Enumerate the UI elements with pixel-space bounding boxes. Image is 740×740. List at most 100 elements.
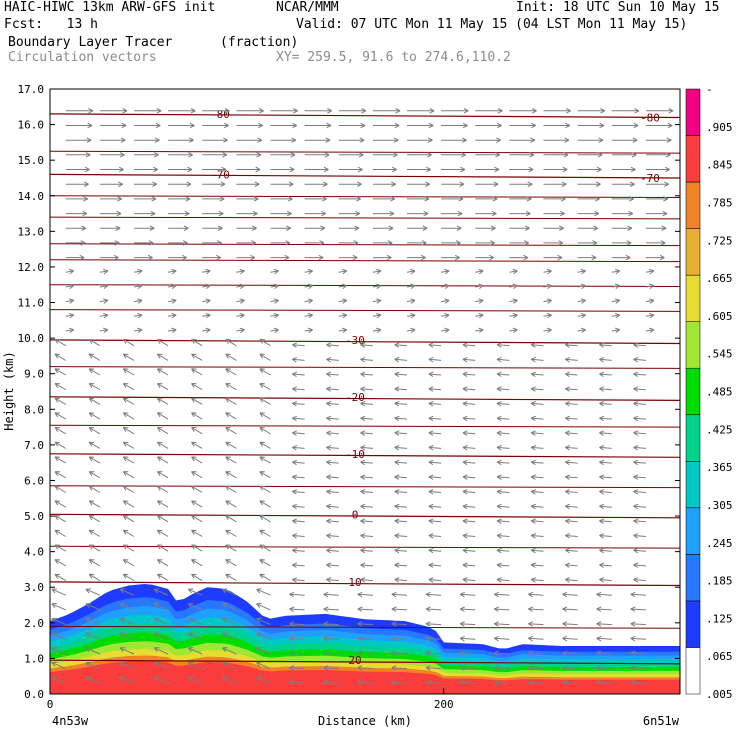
- circulation-vector: [122, 573, 135, 582]
- circulation-vector: [99, 166, 124, 173]
- isotherm-label-1: -70: [210, 168, 230, 181]
- circulation-vector: [577, 254, 597, 261]
- colorbar-label: .665: [706, 272, 733, 285]
- circulation-vector: [259, 412, 271, 420]
- circulation-vector: [122, 529, 135, 537]
- circulation-vector: [462, 415, 476, 422]
- circulation-vector: [475, 166, 500, 173]
- circulation-vector: [407, 254, 426, 261]
- circulation-vector: [168, 240, 188, 246]
- circulation-vector: [202, 254, 222, 261]
- circulation-vector: [599, 489, 612, 495]
- circulation-vector: [85, 603, 101, 611]
- circulation-vector: [372, 254, 392, 261]
- circulation-vector: [459, 606, 476, 612]
- circulation-vector: [645, 254, 665, 261]
- circulation-vector: [99, 268, 109, 275]
- circulation-vector: [496, 533, 510, 539]
- circulation-vector: [270, 240, 291, 246]
- colorbar-swatch: [685, 274, 701, 322]
- isotherm-label-5: 0: [352, 508, 359, 521]
- circulation-vector: [577, 283, 586, 289]
- isotherm-0: [49, 113, 681, 119]
- circulation-vector: [122, 456, 135, 464]
- colorbar-swatch: [685, 321, 701, 369]
- circulation-vector: [475, 298, 484, 304]
- circulation-vector: [577, 196, 600, 202]
- circulation-vector: [88, 397, 101, 405]
- circulation-vector: [509, 283, 518, 290]
- circulation-vector: [168, 122, 195, 129]
- circulation-vector: [543, 240, 564, 246]
- circulation-vector: [338, 152, 364, 158]
- circulation-vector: [119, 647, 135, 655]
- circulation-vector: [292, 401, 305, 407]
- circulation-vector: [360, 371, 373, 378]
- circulation-vector: [191, 471, 203, 479]
- circulation-vector: [394, 415, 408, 422]
- circulation-vector: [99, 108, 128, 114]
- circulation-vector: [338, 137, 365, 143]
- circulation-vector: [425, 665, 442, 671]
- circulation-vector: [462, 371, 476, 378]
- circulation-vector: [54, 471, 67, 479]
- circulation-vector: [191, 559, 203, 567]
- circulation-vector: [577, 210, 600, 217]
- circulation-vector: [225, 427, 237, 435]
- circulation-vector: [633, 445, 646, 451]
- circulation-vector: [338, 225, 360, 231]
- circulation-vector: [156, 485, 169, 493]
- circulation-vector: [528, 621, 544, 627]
- circulation-vector: [99, 122, 127, 129]
- circulation-vector: [88, 441, 101, 449]
- circulation-vector: [509, 152, 535, 158]
- circulation-vector: [168, 108, 196, 114]
- circulation-vector: [259, 471, 271, 479]
- circulation-vector: [645, 268, 655, 275]
- circulation-vector: [54, 559, 67, 567]
- circulation-vector: [65, 181, 89, 187]
- circulation-vector: [259, 383, 271, 391]
- circulation-vector: [259, 573, 271, 582]
- circulation-vector: [407, 240, 427, 246]
- circulation-vector: [565, 562, 578, 568]
- circulation-vector: [394, 342, 408, 348]
- circulation-vector: [645, 166, 670, 173]
- circulation-vector: [191, 412, 203, 420]
- y-tick-label: 13.0: [18, 225, 45, 238]
- circulation-vector: [462, 459, 476, 466]
- circulation-vector: [191, 573, 203, 582]
- circulation-vector: [360, 445, 373, 451]
- circulation-vector: [88, 500, 101, 508]
- circulation-vector: [633, 356, 646, 363]
- circulation-vector: [645, 137, 672, 143]
- circulation-vector: [65, 166, 90, 173]
- circulation-vector: [156, 412, 169, 420]
- circulation-vector: [462, 386, 476, 392]
- circulation-vector: [543, 283, 552, 289]
- circulation-vector: [372, 327, 382, 334]
- x-start-location: 4n53w: [52, 714, 89, 728]
- circulation-vector: [256, 661, 271, 670]
- circulation-vector: [88, 471, 101, 479]
- circulation-vector: [134, 210, 156, 217]
- circulation-vector: [372, 166, 397, 173]
- circulation-vector: [270, 254, 290, 261]
- circulation-vector: [496, 459, 510, 466]
- circulation-vector: [633, 547, 646, 554]
- circulation-vector: [372, 210, 395, 217]
- circulation-vector: [645, 181, 670, 187]
- circulation-vector: [565, 386, 578, 392]
- circulation-vector: [633, 503, 646, 510]
- circulation-vector: [133, 298, 143, 304]
- circulation-vector: [565, 430, 578, 436]
- circulation-vector: [326, 415, 339, 422]
- circulation-vector: [168, 254, 187, 261]
- circulation-vector: [202, 137, 228, 143]
- circulation-vector: [292, 503, 305, 510]
- isotherm-7: [49, 659, 681, 665]
- circulation-vector: [168, 268, 177, 275]
- circulation-vector: [304, 313, 313, 319]
- colorbar-swatch: [685, 554, 701, 602]
- circulation-vector: [596, 606, 612, 612]
